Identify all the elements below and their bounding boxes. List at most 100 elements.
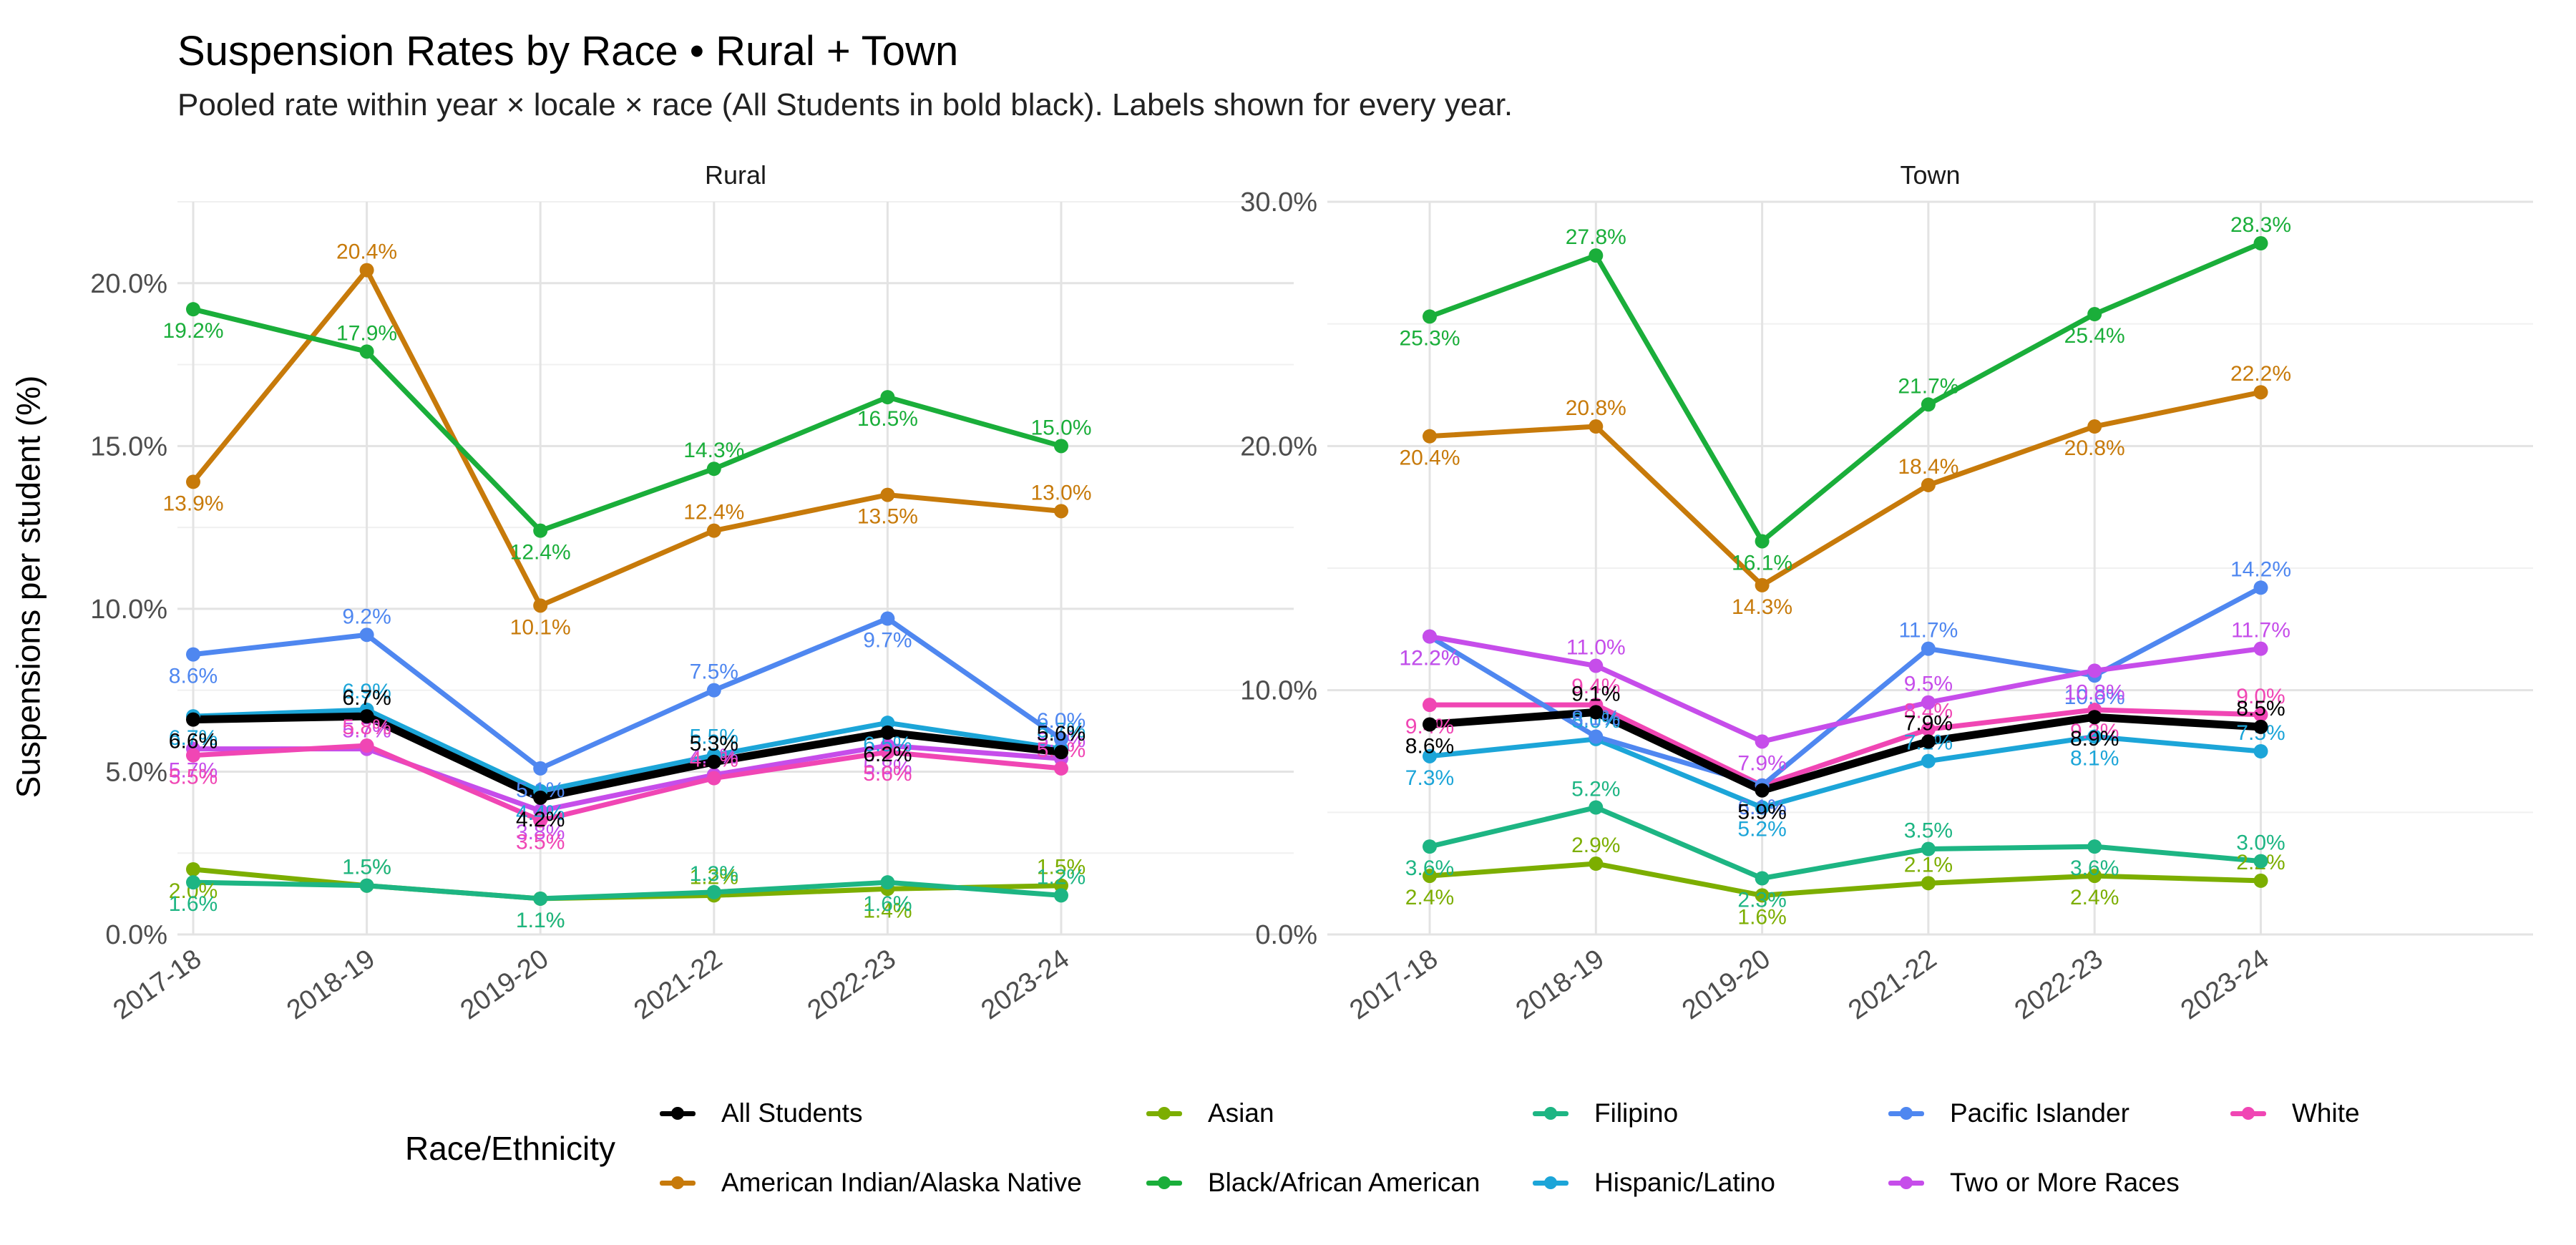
rural-point-american-indian-alaska-native [359,263,374,278]
legend-title: Race/Ethnicity [405,1130,616,1167]
town-point-american-indian-alaska-native [2253,385,2268,400]
legend-swatch [1530,1099,1571,1128]
rural-data-label-asian: 1.1% [516,909,565,932]
y-axis-label: Suspensions per student (%) [9,375,47,799]
town-point-all-students [1755,783,1770,798]
town-point-two-or-more-races [1755,734,1770,749]
town-point-asian [1589,856,1604,872]
town-point-black-african-american [2253,236,2268,251]
chart-title: Suspension Rates by Race • Rural + Town [177,28,959,74]
town-point-hispanic-latino [1755,800,1770,815]
rural-point-american-indian-alaska-native [706,523,721,538]
rural-point-black-african-american [880,390,895,405]
town-point-black-african-american [1423,309,1437,324]
town-y-tick-label: 0.0% [1255,920,1317,950]
rural-data-label-asian: 1.4% [863,899,912,922]
town-data-label-black-african-american: 28.3% [2230,213,2291,237]
rural-series-line-all-students [189,712,1065,802]
rural-data-label-pacific-islander: 9.2% [342,605,391,628]
rural-data-label-pacific-islander: 8.6% [169,665,218,688]
rural-point-all-students [880,725,895,740]
town-point-asian [2087,869,2102,884]
town-series-line-white [1427,702,2263,788]
rural-panel-title: Rural [705,160,766,190]
town-data-label-white: 9.0% [2236,685,2285,708]
rural-data-label-all-students: 6.2% [863,743,912,766]
town-data-label-american-indian-alaska-native: 20.8% [1566,396,1626,420]
rural-data-label-filipino: 1.6% [169,892,218,916]
town-data-label-asian: 2.4% [1405,886,1454,909]
legend-swatch [1530,1168,1571,1197]
town-panel-title: Town [1900,160,1960,190]
town-point-pacific-islander [2253,580,2268,595]
town-series-line-asian [1427,861,2263,898]
town-data-label-asian: 1.6% [1737,905,1786,929]
rural-series-line-filipino [190,879,1064,902]
rural-data-label-asian: 1.5% [1037,856,1085,879]
rural-y-tick-label: 20.0% [90,269,167,299]
rural-data-label-white: 3.5% [516,831,565,854]
town-data-label-all-students: 8.9% [2070,727,2119,751]
rural-series-line-american-indian-alaska-native [190,268,1064,608]
town-data-label-two-or-more-races: 11.7% [2231,619,2290,643]
legend-swatch [1143,1099,1185,1128]
rural-point-filipino [1054,888,1068,903]
rural-point-all-students [1054,745,1068,760]
rural-point-pacific-islander [706,683,721,698]
town-point-black-african-american [2087,307,2102,322]
rural-point-filipino [880,875,895,890]
town-x-tick-label: 2021-22 [1843,944,1942,1025]
rural-point-black-african-american [533,523,548,538]
legend-swatch [1885,1168,1927,1197]
rural-data-label-hispanic-latino: 5.5% [690,726,738,749]
rural-point-white [880,745,895,760]
legend-swatch [1143,1168,1185,1197]
legend-item: White [2228,1098,2360,1128]
town-x-tick-label: 2017-18 [1345,944,1443,1025]
rural-x-tick-label: 2018-19 [281,944,380,1025]
rural-point-pacific-islander [186,647,200,662]
rural-y-tick-label: 10.0% [90,595,167,625]
legend-item: Filipino [1530,1098,1678,1128]
rural-point-pacific-islander [359,628,374,643]
rural-point-asian [186,861,200,877]
town-data-label-two-or-more-races: 12.2% [1399,647,1460,670]
town-point-filipino [1589,800,1604,815]
rural-x-tick-label: 2017-18 [108,944,207,1025]
town-data-label-american-indian-alaska-native: 18.4% [1898,455,1958,479]
town-data-label-filipino: 3.0% [2236,831,2285,855]
rural-x-tick-label: 2019-20 [455,944,554,1025]
rural-point-american-indian-alaska-native [186,474,200,489]
town-data-label-all-students: 8.6% [1405,734,1454,758]
rural-data-label-black-african-american: 12.4% [510,541,571,565]
legend-label: Black/African American [1208,1168,1480,1197]
town-point-asian [1755,888,1770,903]
legend-label: Filipino [1594,1098,1679,1128]
town-data-label-two-or-more-races: 7.9% [1737,751,1786,775]
legend-item: All Students [657,1098,862,1128]
town-point-american-indian-alaska-native [1589,419,1604,434]
rural-point-white [359,738,374,753]
town-data-label-american-indian-alaska-native: 20.8% [2064,436,2125,460]
town-data-label-pacific-islander: 14.2% [2230,557,2291,581]
town-data-label-all-students: 5.9% [1737,801,1786,824]
town-x-tick-label: 2022-23 [2009,944,2108,1025]
rural-data-label-black-african-american: 16.5% [857,407,918,431]
town-y-tick-label: 10.0% [1240,676,1317,706]
rural-series-line-black-african-american [190,306,1064,534]
town-series-line-black-african-american [1427,240,2263,544]
town-point-hispanic-latino [2253,744,2268,758]
rural-data-label-filipino: 1.2% [1037,865,1085,889]
town-point-two-or-more-races [1423,629,1437,644]
rural-series-line-hispanic-latino [190,707,1064,794]
town-data-label-filipino: 5.2% [1571,778,1620,801]
rural-point-white [533,813,548,828]
town-data-label-white: 6.1% [1737,796,1786,819]
rural-point-filipino [186,875,200,890]
town-data-label-asian: 2.1% [1904,853,1953,877]
rural-data-label-american-indian-alaska-native: 12.4% [683,501,744,524]
town-point-asian [1423,869,1437,884]
town-point-pacific-islander [1589,729,1604,744]
rural-point-pacific-islander [880,611,895,626]
town-series-line-pacific-islander [1427,585,2263,788]
